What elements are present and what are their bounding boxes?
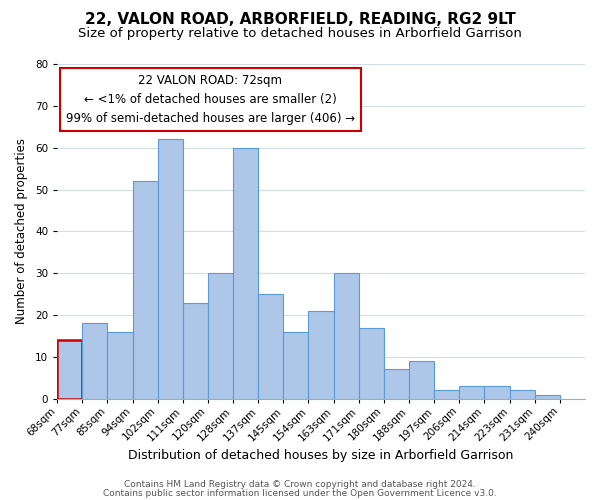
Bar — [283, 332, 308, 399]
Bar — [107, 332, 133, 399]
Bar — [82, 324, 107, 399]
Bar — [308, 311, 334, 399]
Bar — [258, 294, 283, 399]
Bar — [133, 181, 158, 399]
Bar — [409, 361, 434, 399]
Bar — [208, 273, 233, 399]
Y-axis label: Number of detached properties: Number of detached properties — [15, 138, 28, 324]
Text: 22 VALON ROAD: 72sqm
← <1% of detached houses are smaller (2)
99% of semi-detach: 22 VALON ROAD: 72sqm ← <1% of detached h… — [65, 74, 355, 125]
Bar — [384, 370, 409, 399]
Text: Size of property relative to detached houses in Arborfield Garrison: Size of property relative to detached ho… — [78, 28, 522, 40]
Bar — [57, 340, 82, 399]
Bar — [484, 386, 509, 399]
Bar — [183, 302, 208, 399]
Bar — [535, 394, 560, 399]
Bar — [233, 148, 258, 399]
Bar — [334, 273, 359, 399]
Text: 22, VALON ROAD, ARBORFIELD, READING, RG2 9LT: 22, VALON ROAD, ARBORFIELD, READING, RG2… — [85, 12, 515, 28]
X-axis label: Distribution of detached houses by size in Arborfield Garrison: Distribution of detached houses by size … — [128, 450, 514, 462]
Text: Contains HM Land Registry data © Crown copyright and database right 2024.: Contains HM Land Registry data © Crown c… — [124, 480, 476, 489]
Text: Contains public sector information licensed under the Open Government Licence v3: Contains public sector information licen… — [103, 490, 497, 498]
Bar — [359, 328, 384, 399]
Bar — [460, 386, 484, 399]
Bar — [434, 390, 460, 399]
Bar — [509, 390, 535, 399]
Bar — [158, 140, 183, 399]
